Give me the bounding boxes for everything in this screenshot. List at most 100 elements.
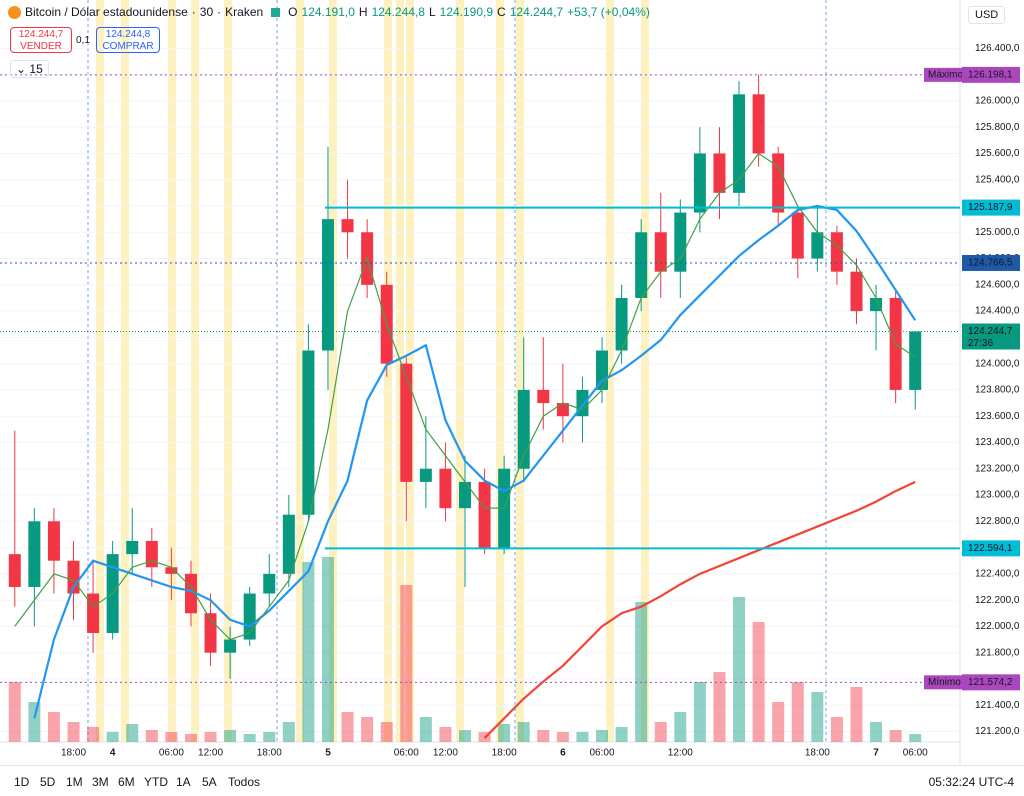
candle-body (8, 554, 21, 587)
candle-body (537, 389, 550, 404)
symbol-header: Bitcoin / Dólar estadounidense · 30 · Krak… (8, 5, 650, 19)
session-band (224, 0, 232, 742)
candle-body (145, 541, 158, 568)
x-tick-label: 06:00 (590, 748, 615, 759)
moving-average (483, 480, 916, 739)
indicator-count: 15 (29, 62, 43, 76)
volume-bar (165, 732, 178, 742)
ohlc-label: C (497, 5, 506, 19)
volume-bar (909, 734, 922, 742)
footer: 05:32:24 UTC-4 1D 5D 1M 3M 6M YTD 1A 5A Todos (0, 765, 1024, 796)
volume-bar (733, 597, 746, 742)
candle-body (870, 297, 883, 312)
clock: 05:32:24 UTC-4 (928, 775, 1014, 789)
x-tick-label: 12:00 (198, 748, 223, 759)
candle-body (674, 212, 687, 272)
ohlc-label: L (428, 5, 436, 19)
y-tick-label: 122.800,0 (975, 516, 1020, 527)
range-button[interactable]: 1D (14, 775, 30, 789)
price-tag-label: 121.574,2 (968, 677, 1013, 688)
price-tag-label: 124.766,5 (968, 258, 1013, 269)
candle-body (733, 94, 746, 193)
ohlc-value: 124.190,9 (439, 5, 494, 19)
volume-bar (713, 672, 726, 742)
candle-body (224, 639, 237, 653)
flag-icon (271, 7, 281, 17)
candle-body (341, 219, 354, 233)
volume-bar (870, 722, 883, 742)
volume-bar (184, 734, 197, 742)
y-tick-label: 123.400,0 (975, 437, 1020, 448)
y-tick-label: 122.200,0 (975, 595, 1020, 606)
candle-body (713, 153, 726, 193)
y-tick-label: 125.400,0 (975, 174, 1020, 185)
x-tick-label: 18:00 (805, 748, 830, 759)
volume-bar (204, 732, 217, 742)
range-button[interactable]: 1A (176, 775, 191, 789)
price-tag (962, 674, 1020, 691)
volume-bar (224, 730, 237, 742)
ohlc-value: 124.244,7 (509, 5, 564, 19)
session-band (456, 0, 464, 742)
price-tag (962, 540, 1020, 557)
symbol[interactable]: Bitcoin / Dólar estadounidense (25, 5, 188, 19)
candle-body (165, 567, 178, 574)
extreme-name: Mínimo (928, 677, 961, 688)
indicators-toggle[interactable]: ⌄ 15 (10, 60, 49, 78)
volume-bar (439, 727, 452, 742)
range-button[interactable]: YTD (144, 775, 168, 789)
range-button[interactable]: Todos (228, 775, 261, 789)
volume-bar (517, 722, 530, 742)
y-tick-label: 126.000,0 (975, 96, 1020, 107)
candle-body (478, 481, 491, 548)
session-band (296, 0, 304, 742)
extreme-name-box (924, 67, 962, 82)
x-tick-label: 06:00 (394, 748, 419, 759)
range-button[interactable]: 3M (92, 775, 109, 789)
x-tick-label: 18:00 (492, 748, 517, 759)
volume-bar (67, 722, 80, 742)
moving-average (33, 204, 917, 719)
session-band (606, 0, 614, 742)
volume-bar (321, 557, 334, 742)
price-tag-label: 124.244,7 (968, 326, 1013, 337)
volume-bar (615, 727, 628, 742)
candle-body (772, 153, 785, 213)
volume-bar (537, 730, 550, 742)
volume-bar (596, 730, 609, 742)
y-tick-label: 121.200,0 (975, 726, 1020, 737)
session-band (121, 0, 129, 742)
sell-label: VENDER (20, 41, 62, 52)
coin-icon (8, 5, 21, 19)
range-button[interactable]: 1M (66, 775, 83, 789)
range-button[interactable]: 5D (40, 775, 56, 789)
y-tick-label: 125.800,0 (975, 122, 1020, 133)
candle-body (693, 153, 706, 213)
volume-bar (752, 622, 765, 742)
volume-bar (243, 734, 256, 742)
price-tag (962, 66, 1020, 83)
volume-bar (47, 712, 60, 742)
volume-bar (830, 717, 843, 742)
session-band (641, 0, 649, 742)
sell-button[interactable]: 124.244,7 VENDER (10, 27, 72, 53)
volume-bar (693, 682, 706, 742)
candle-body (419, 468, 432, 482)
range-button[interactable]: 6M (118, 775, 135, 789)
volume-bar (772, 702, 785, 742)
y-tick-label: 125.000,0 (975, 227, 1020, 238)
range-button[interactable]: 5A (202, 775, 217, 789)
sell-price: 124.244,7 (18, 29, 64, 40)
currency-select[interactable]: USD (968, 6, 1006, 24)
candle-body (811, 232, 824, 259)
moving-average (14, 152, 916, 641)
interval[interactable]: 30 (199, 5, 214, 19)
candle-body (635, 232, 648, 298)
candle-body (556, 403, 569, 417)
buy-price: 124.244,8 (105, 29, 151, 40)
session-band (329, 0, 337, 742)
x-tick-label: 18:00 (61, 748, 86, 759)
candle-body (87, 593, 100, 633)
buy-button[interactable]: 124.244,8 COMPRAR (96, 27, 160, 53)
candle-body (47, 521, 60, 561)
